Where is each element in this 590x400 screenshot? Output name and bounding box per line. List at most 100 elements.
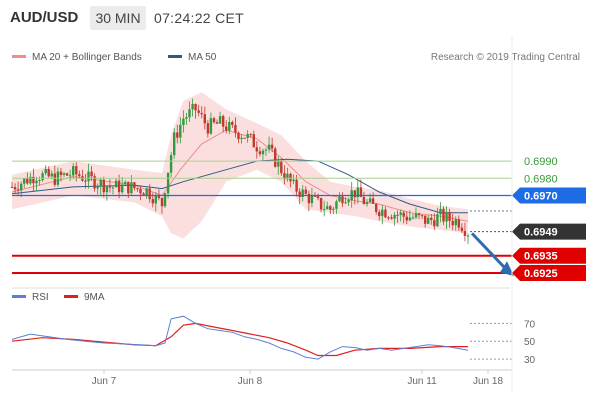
candle-body <box>329 206 332 210</box>
candle-body <box>417 213 421 216</box>
candle-body <box>264 149 268 151</box>
rsi-tick-label: 70 <box>524 319 536 330</box>
clock-label: 07:24:22 CET <box>154 10 244 26</box>
candle-body <box>436 214 439 227</box>
candle-body <box>356 187 359 198</box>
candle-body <box>292 179 295 182</box>
candle-body <box>353 190 356 198</box>
candle-body <box>326 206 329 210</box>
candle-body <box>390 217 393 219</box>
candle-body <box>408 217 412 221</box>
candle-body <box>160 198 164 207</box>
legend-ma20-label: MA 20 + Bollinger Bands <box>32 52 142 63</box>
candle-body <box>179 124 182 138</box>
candle-body <box>90 171 93 177</box>
candle-body <box>10 186 14 188</box>
candle-body <box>319 198 323 210</box>
candle-body <box>114 180 118 188</box>
candle-body <box>261 150 265 155</box>
candle-body <box>41 173 44 181</box>
forecast-arrow-head-icon <box>500 261 514 277</box>
candle-body <box>371 198 375 204</box>
candle-body <box>50 173 53 177</box>
rsi-swatch-icon <box>12 294 26 298</box>
candle-body <box>301 189 304 197</box>
candle-body <box>460 227 464 232</box>
candle-body <box>243 137 246 139</box>
candle-body <box>200 112 203 115</box>
candle-body <box>35 180 38 184</box>
ma50-line <box>11 158 468 214</box>
pivot-label: 0.6970 <box>524 190 558 202</box>
candle-body <box>252 134 255 148</box>
candle-body <box>365 202 369 205</box>
candle-body <box>399 212 402 215</box>
candle-body <box>274 148 277 167</box>
candle-body <box>304 189 307 194</box>
candle-body <box>105 186 109 193</box>
candle-body <box>194 104 197 111</box>
candle-body <box>335 201 338 209</box>
legend-ma50: MA 50 <box>168 52 216 63</box>
candle-body <box>93 176 96 189</box>
candle-body <box>169 155 173 173</box>
candle-body <box>368 198 372 202</box>
candle-body <box>16 189 20 191</box>
candle-body <box>185 117 188 119</box>
support-label: 0.6925 <box>524 268 558 280</box>
pivot-tag <box>512 187 586 204</box>
ma20-swatch-icon <box>12 54 26 58</box>
candle-body <box>222 116 225 127</box>
candle-body <box>29 176 32 184</box>
candle-body <box>206 123 210 134</box>
legend-9ma: 9MA <box>64 292 105 303</box>
candle-body <box>215 122 219 124</box>
candle-body <box>405 216 408 221</box>
candle-body <box>62 173 66 175</box>
candle-body <box>240 137 243 140</box>
candle-body <box>53 173 56 185</box>
last-price-label: 0.6949 <box>524 227 558 239</box>
ma50-swatch-icon <box>168 54 182 58</box>
levels: 0.6990 0.6980 0.6970 0.6949 0.6935 0.6925 <box>12 156 586 281</box>
candle-body <box>255 147 258 152</box>
candle-body <box>313 195 317 197</box>
candle-body <box>130 182 133 194</box>
candle-body <box>280 161 283 174</box>
timeframe-button[interactable]: 30 MIN <box>90 6 146 30</box>
candle-body <box>87 171 90 182</box>
support-label: 0.6935 <box>524 251 558 263</box>
candle-body <box>23 178 26 184</box>
candle-body <box>463 231 467 236</box>
candle-body <box>381 209 384 217</box>
candle-body <box>457 219 460 228</box>
candle-body <box>188 109 191 118</box>
candle-body <box>218 116 222 124</box>
candle-body <box>145 188 148 196</box>
candle-body <box>225 126 228 131</box>
candle-body <box>96 186 99 189</box>
candle-body <box>451 220 454 226</box>
x-tick-label: Jun 7 <box>92 376 117 387</box>
candle-body <box>75 166 78 175</box>
candle-body <box>338 196 341 202</box>
candle-body <box>163 193 167 207</box>
legend-rsi: RSI <box>12 292 49 303</box>
candle-body <box>378 211 381 217</box>
resistance-label: 0.6990 <box>524 156 558 168</box>
candle-body <box>154 194 157 204</box>
candle-body <box>393 214 396 219</box>
candle-body <box>402 212 405 217</box>
candle-body <box>420 215 424 217</box>
rsi-plot: 70 50 30 <box>11 287 536 366</box>
candle-body <box>439 208 442 215</box>
candle-body <box>454 219 457 226</box>
candle-body <box>424 215 427 224</box>
rsi-tick-label: 30 <box>524 355 536 366</box>
candle-body <box>411 217 415 219</box>
candle-body <box>59 171 63 175</box>
candle-body <box>341 196 344 204</box>
candle-body <box>384 209 387 218</box>
candle-body <box>270 144 274 149</box>
price-plot <box>10 92 470 245</box>
